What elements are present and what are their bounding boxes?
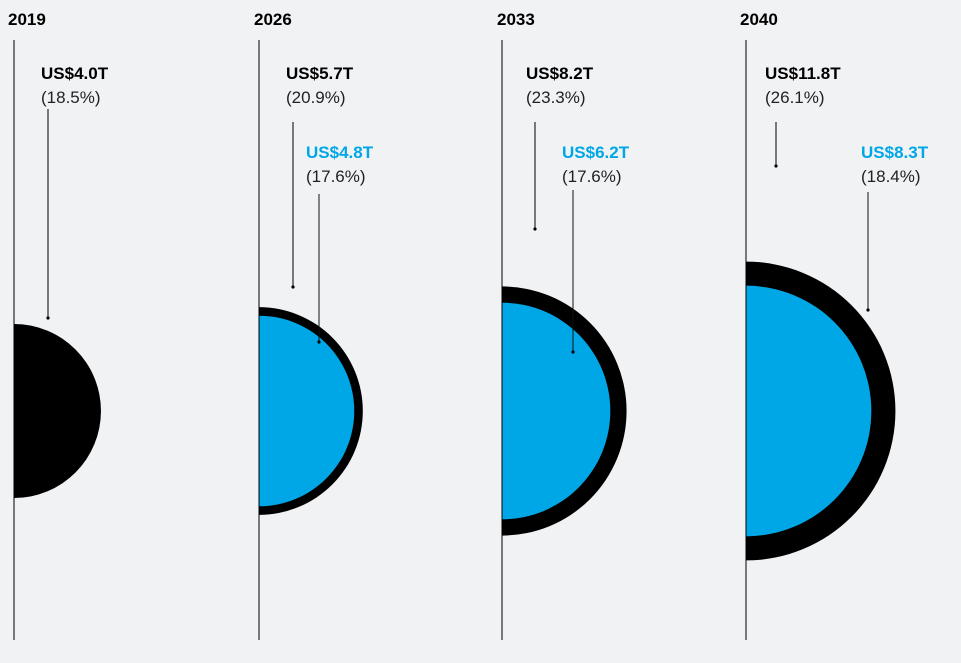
share-label-2033-series-2: (17.6%) xyxy=(562,167,622,186)
value-label-2033-series-1: US$8.2T xyxy=(526,64,594,83)
share-label-2026-series-2: (17.6%) xyxy=(306,167,366,186)
value-label-2026-series-2: US$4.8T xyxy=(306,143,374,162)
half-circle-2040-series-2 xyxy=(746,285,872,537)
value-label-2040-series-2: US$8.3T xyxy=(861,143,929,162)
leader-dot-2033-series-1 xyxy=(533,227,537,231)
share-label-2026-series-1: (20.9%) xyxy=(286,88,346,107)
leader-dot-2026-series-2 xyxy=(317,340,321,344)
leader-dot-2026-series-1 xyxy=(291,285,295,289)
share-label-2040-series-1: (26.1%) xyxy=(765,88,825,107)
half-circle-2026-series-2 xyxy=(259,315,355,507)
year-label-2033: 2033 xyxy=(497,10,535,29)
leader-dot-2033-series-2 xyxy=(571,350,575,354)
leader-dot-2019-series-1 xyxy=(46,316,50,320)
half-circle-2033-series-2 xyxy=(502,302,611,520)
leader-dot-2040-series-2 xyxy=(866,308,870,312)
share-label-2040-series-2: (18.4%) xyxy=(861,167,921,186)
value-label-2019-series-1: US$4.0T xyxy=(41,64,109,83)
year-label-2019: 2019 xyxy=(8,10,46,29)
year-label-2026: 2026 xyxy=(254,10,292,29)
value-label-2033-series-2: US$6.2T xyxy=(562,143,630,162)
leader-dot-2040-series-1 xyxy=(774,164,778,168)
share-label-2033-series-1: (23.3%) xyxy=(526,88,586,107)
half-circle-2019-series-1 xyxy=(14,324,101,498)
share-label-2019-series-1: (18.5%) xyxy=(41,88,101,107)
value-label-2040-series-1: US$11.8T xyxy=(765,64,841,83)
year-label-2040: 2040 xyxy=(740,10,778,29)
value-label-2026-series-1: US$5.7T xyxy=(286,64,354,83)
